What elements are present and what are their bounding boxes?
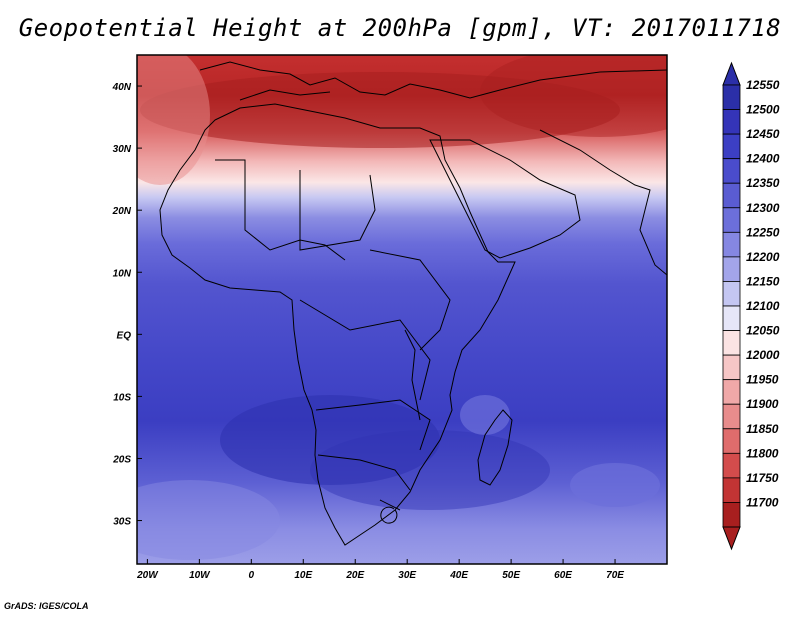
colorbar-label: 12200 bbox=[746, 250, 780, 264]
colorbar-swatch bbox=[722, 281, 741, 307]
coastlines bbox=[159, 61, 667, 546]
geopotential-field bbox=[137, 55, 667, 564]
colorbar-swatch bbox=[722, 452, 741, 479]
colorbar-swatch bbox=[722, 477, 741, 503]
colorbar-swatch bbox=[722, 182, 741, 209]
colorbar-label: 12000 bbox=[746, 348, 780, 362]
lat-tick-label: EQ bbox=[117, 330, 132, 341]
lon-tick-label: 0 bbox=[249, 570, 255, 581]
colorbar-swatch bbox=[722, 256, 741, 282]
lon-tick-label: 10E bbox=[294, 570, 312, 581]
latitude-axis: 40N 30N 20N 10N EQ 10S 20S 30S bbox=[112, 82, 142, 528]
lon-tick-label: 20W bbox=[136, 570, 159, 581]
colorbar-swatch bbox=[722, 428, 741, 454]
colorbar-label: 12300 bbox=[746, 201, 780, 215]
colorbar-swatch bbox=[722, 109, 741, 135]
colorbar-swatch bbox=[722, 231, 741, 258]
colorbar-swatch bbox=[722, 207, 741, 233]
colorbar-label: 12050 bbox=[746, 324, 780, 338]
colorbar-label: 12400 bbox=[746, 152, 780, 166]
lat-tick-label: 20S bbox=[112, 454, 131, 465]
lon-tick-label: 30E bbox=[398, 570, 416, 581]
colorbar-swatch bbox=[722, 84, 741, 110]
colorbar-swatch bbox=[722, 305, 741, 331]
colorbar-label: 12550 bbox=[746, 78, 780, 92]
colorbar-label: 11750 bbox=[746, 471, 779, 485]
lon-tick-label: 10W bbox=[189, 570, 211, 581]
colorbar-label: 12250 bbox=[746, 225, 780, 239]
colorbar-swatch bbox=[722, 330, 741, 356]
lat-tick-label: 10S bbox=[113, 392, 131, 403]
colorbar-label: 11900 bbox=[746, 397, 779, 411]
lat-tick-label: 30N bbox=[113, 144, 132, 155]
colorbar-swatch bbox=[722, 158, 741, 184]
lon-tick-label: 70E bbox=[606, 570, 624, 581]
colorbar-top-arrow bbox=[722, 61, 741, 86]
grads-credit: GrADS: IGES/COLA bbox=[4, 601, 89, 611]
lon-tick-label: 40E bbox=[449, 570, 468, 581]
colorbar-label: 11950 bbox=[746, 373, 779, 387]
longitude-axis: 20W 10W 0 10E 20E 30E 40E 50E 60E 70E bbox=[136, 559, 624, 581]
colorbar-swatch bbox=[722, 502, 741, 528]
lat-tick-label: 30S bbox=[113, 517, 131, 528]
colorbar: 12550 12500 12450 12400 12350 12300 12250 12200… bbox=[722, 61, 780, 551]
colorbar-label: 11800 bbox=[746, 446, 779, 460]
lon-tick-label: 50E bbox=[502, 570, 520, 581]
colorbar-swatch bbox=[722, 403, 741, 430]
colorbar-label: 11700 bbox=[746, 495, 779, 509]
lon-tick-label: 20E bbox=[345, 570, 364, 581]
colorbar-label: 12350 bbox=[746, 176, 780, 190]
colorbar-swatch bbox=[722, 354, 741, 381]
colorbar-swatch bbox=[722, 379, 741, 405]
colorbar-label: 11850 bbox=[746, 422, 779, 436]
colorbar-swatch bbox=[722, 133, 741, 160]
colorbar-label: 12450 bbox=[746, 127, 780, 141]
map-title: Geopotential Height at 200hPa [gpm], VT:… bbox=[18, 14, 782, 42]
lat-tick-label: 40N bbox=[112, 82, 132, 93]
lat-tick-label: 20N bbox=[112, 206, 132, 217]
lat-tick-label: 10N bbox=[113, 268, 132, 279]
colorbar-label: 12100 bbox=[746, 299, 780, 313]
colorbar-label: 12500 bbox=[746, 103, 780, 117]
colorbar-label: 12150 bbox=[746, 274, 780, 288]
colorbar-bottom-arrow bbox=[722, 526, 741, 551]
lon-tick-label: 60E bbox=[554, 570, 572, 581]
map-frame bbox=[136, 54, 668, 565]
